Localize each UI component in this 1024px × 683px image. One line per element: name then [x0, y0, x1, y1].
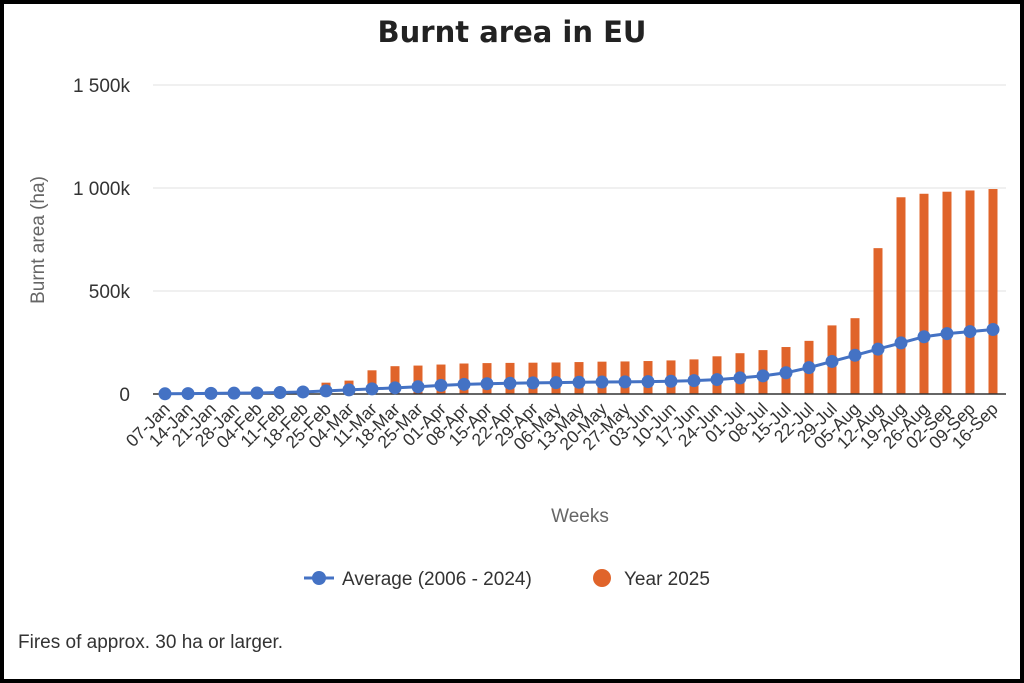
average-point-14-Jan[interactable]: [181, 387, 195, 401]
y-tick-label: 0: [119, 385, 130, 406]
legend-label-average: Average (2006 - 2024): [342, 569, 532, 590]
legend-marker-2025: [593, 569, 611, 587]
legend[interactable]: Average (2006 - 2024) Year 2025: [304, 569, 710, 590]
average-point-15-Apr[interactable]: [480, 377, 494, 391]
average-point-01-Jul[interactable]: [733, 371, 747, 385]
y-tick-label: 1 500k: [73, 76, 131, 97]
gridlines: [153, 84, 1006, 292]
bar-18-Mar[interactable]: [390, 366, 400, 394]
average-point-15-Jul[interactable]: [779, 366, 793, 380]
average-point-22-Jul[interactable]: [802, 361, 816, 375]
y-tick-label: 1 000k: [73, 179, 131, 200]
average-point-11-Feb[interactable]: [273, 386, 287, 400]
average-point-25-Mar[interactable]: [411, 380, 425, 394]
average-point-27-May[interactable]: [618, 375, 632, 389]
average-point-09-Sep[interactable]: [963, 325, 977, 339]
y-axis-ticks: 0 500k 1 000k 1 500k: [73, 76, 131, 406]
average-point-04-Feb[interactable]: [250, 386, 264, 400]
average-point-18-Feb[interactable]: [296, 385, 310, 399]
average-point-16-Sep[interactable]: [986, 323, 1000, 337]
average-point-08-Jul[interactable]: [756, 369, 770, 383]
average-point-29-Jul[interactable]: [825, 354, 839, 368]
average-point-22-Apr[interactable]: [503, 376, 517, 390]
bar-19-Aug[interactable]: [896, 197, 906, 394]
bar-09-Sep[interactable]: [965, 190, 975, 394]
legend-marker-average: [312, 571, 326, 585]
legend-label-2025: Year 2025: [624, 569, 710, 590]
average-point-18-Mar[interactable]: [388, 381, 402, 395]
average-point-08-Apr[interactable]: [457, 377, 471, 391]
average-point-17-Jun[interactable]: [687, 374, 701, 388]
bar-12-Aug[interactable]: [873, 248, 883, 394]
average-point-21-Jan[interactable]: [204, 386, 218, 400]
y-axis-label: Burnt area (ha): [28, 176, 49, 304]
average-point-06-May[interactable]: [549, 376, 563, 390]
average-point-04-Mar[interactable]: [342, 383, 356, 397]
legend-item-average[interactable]: Average (2006 - 2024): [304, 569, 532, 590]
average-point-26-Aug[interactable]: [917, 330, 931, 344]
footnote: Fires of approx. 30 ha or larger.: [18, 632, 283, 653]
legend-item-2025[interactable]: Year 2025: [593, 569, 710, 590]
average-point-03-Jun[interactable]: [641, 375, 655, 389]
bar-series-2025: [160, 189, 998, 394]
chart-title: Burnt area in EU: [378, 15, 647, 49]
x-axis-ticks: 07-Jan14-Jan21-Jan28-Jan04-Feb11-Feb18-F…: [122, 399, 1002, 455]
average-point-13-May[interactable]: [572, 375, 586, 389]
average-point-02-Sep[interactable]: [940, 327, 954, 341]
y-tick-label: 500k: [89, 282, 131, 303]
line-series-average: [158, 323, 1000, 401]
average-point-25-Feb[interactable]: [319, 384, 333, 398]
average-point-20-May[interactable]: [595, 375, 609, 389]
average-point-24-Jun[interactable]: [710, 373, 724, 387]
bar-11-Mar[interactable]: [367, 370, 377, 394]
bar-16-Sep[interactable]: [988, 189, 998, 394]
average-point-05-Aug[interactable]: [848, 348, 862, 362]
average-point-10-Jun[interactable]: [664, 374, 678, 388]
x-axis-label: Weeks: [551, 506, 609, 527]
average-point-19-Aug[interactable]: [894, 336, 908, 350]
average-point-07-Jan[interactable]: [158, 387, 172, 401]
bar-02-Sep[interactable]: [942, 191, 952, 394]
average-point-01-Apr[interactable]: [434, 378, 448, 392]
bar-26-Aug[interactable]: [919, 193, 929, 394]
average-point-11-Mar[interactable]: [365, 382, 379, 396]
average-point-28-Jan[interactable]: [227, 386, 241, 400]
average-point-29-Apr[interactable]: [526, 376, 540, 390]
bar-25-Mar[interactable]: [413, 365, 423, 394]
average-point-12-Aug[interactable]: [871, 342, 885, 356]
